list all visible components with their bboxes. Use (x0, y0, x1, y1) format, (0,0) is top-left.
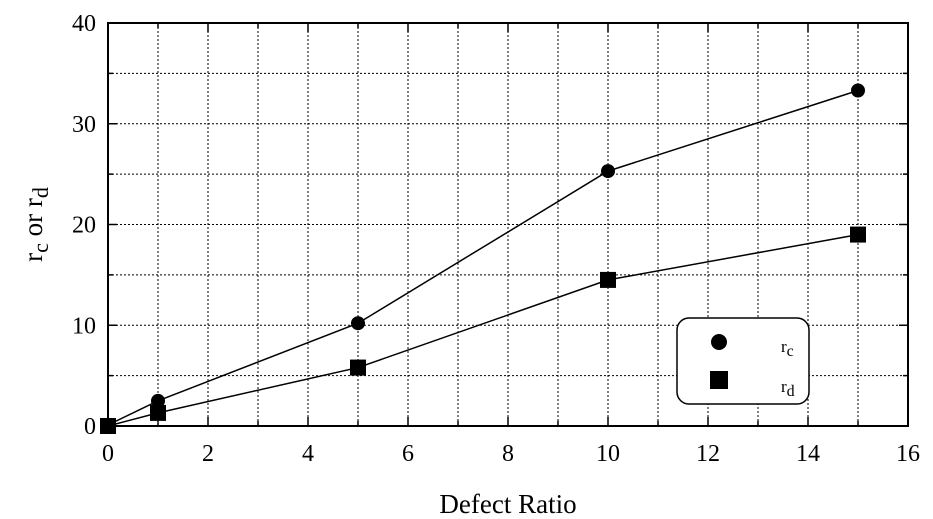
x-tick-label: 4 (302, 441, 314, 467)
plot-frame (107, 22, 909, 427)
y-tick-label: 20 (72, 213, 96, 239)
series-1-point (850, 226, 866, 243)
x-axis-label: Defect Ratio (439, 489, 576, 519)
series-0-point (351, 316, 365, 331)
legend-label-rc: rc (781, 337, 794, 360)
grid-lines (108, 23, 908, 426)
y-tick-label: 30 (72, 112, 96, 138)
y-axis-label-middle: or (18, 207, 48, 243)
x-tick-label: 0 (102, 441, 114, 467)
series-0-point (601, 164, 615, 179)
legend-marker-rd (710, 371, 728, 389)
y-axis-label-main-1: r (18, 253, 48, 262)
series-0-point (151, 393, 165, 408)
y-axis-label: rc or rd (18, 187, 53, 262)
series-1-point (100, 418, 116, 434)
legend: rc rd (676, 317, 810, 405)
y-axis-label-sub-2: d (28, 187, 53, 198)
x-tick-label: 8 (502, 441, 514, 467)
series-1-point (600, 271, 616, 288)
legend-label-rc-main: r (781, 337, 787, 356)
x-tick-label: 14 (796, 441, 820, 467)
series-0-point (851, 83, 865, 98)
y-tick-label: 0 (84, 414, 96, 440)
series-1-point (350, 359, 366, 376)
legend-label-rd-main: r (781, 377, 787, 396)
series-1-point (150, 404, 166, 421)
x-tick-label: 6 (402, 441, 414, 467)
y-axis-label-sub-1: c (28, 243, 53, 253)
legend-marker-rc (711, 334, 727, 350)
y-tick-label: 10 (72, 313, 96, 339)
x-tick-label: 2 (202, 441, 214, 467)
series-group (100, 83, 866, 434)
x-tick-label: 10 (596, 441, 620, 467)
legend-label-rd-sub: d (787, 383, 795, 400)
x-tick-label: 16 (896, 441, 920, 467)
legend-label-rd: rd (781, 377, 795, 400)
legend-label-rc-sub: c (787, 343, 794, 360)
x-tick-labels: 0 2 4 6 8 10 12 14 16 (102, 441, 920, 467)
y-tick-label: 40 (72, 11, 96, 37)
y-axis-label-main-2: r (18, 198, 48, 207)
y-tick-labels: 0 10 20 30 40 (72, 11, 96, 440)
x-tick-label: 12 (696, 441, 720, 467)
